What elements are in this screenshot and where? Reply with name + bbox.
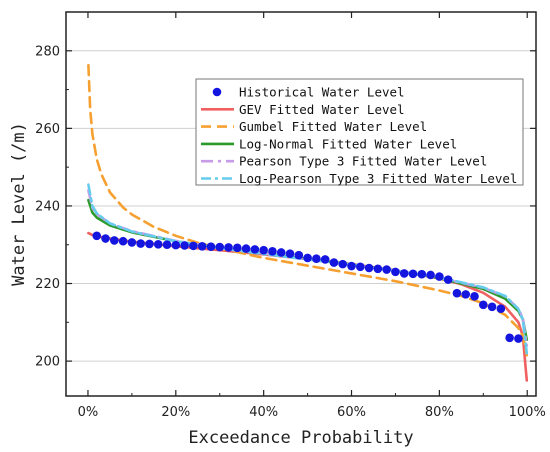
y-tick-label: 240 — [35, 199, 60, 214]
data-point — [162, 240, 172, 250]
data-point — [101, 234, 110, 243]
data-point — [408, 269, 418, 279]
data-point — [417, 269, 427, 279]
legend-label: Log-Pearson Type 3 Fitted Water Level — [239, 171, 517, 186]
x-tick-label: 0% — [78, 405, 99, 420]
y-tick-label: 260 — [35, 122, 60, 137]
data-point — [285, 249, 295, 258]
x-tick-label: 100% — [509, 405, 546, 420]
data-point — [250, 245, 260, 254]
data-point — [435, 272, 444, 281]
data-point — [180, 241, 189, 250]
data-point — [145, 239, 154, 249]
data-point — [215, 242, 225, 252]
data-point — [373, 264, 383, 274]
data-point — [478, 300, 488, 310]
data-point — [347, 261, 356, 271]
data-point — [92, 231, 102, 241]
data-point — [391, 267, 400, 277]
data-point — [399, 269, 409, 278]
data-point — [303, 253, 312, 263]
y-axis-title: Water Level (/m) — [9, 122, 29, 286]
data-point — [224, 243, 233, 252]
plot-series — [87, 63, 529, 382]
data-point — [487, 302, 497, 312]
data-point — [153, 240, 163, 249]
data-point — [110, 236, 119, 245]
data-point — [268, 247, 277, 256]
data-point — [206, 242, 216, 251]
x-tick-label: 20% — [161, 405, 190, 420]
legend-label: Gumbel Fitted Water Level — [239, 119, 427, 134]
x-tick-label: 60% — [337, 405, 366, 420]
data-point — [276, 248, 286, 257]
data-point — [241, 244, 251, 253]
data-point — [338, 259, 348, 269]
data-point — [259, 245, 268, 255]
y-tick-label: 220 — [35, 277, 60, 292]
axes: 200 220 240 260 280 0% 20% 40% 60% 80% 100% — [35, 11, 546, 420]
plot-frame — [65, 11, 537, 397]
data-point — [294, 250, 304, 260]
legend-box — [195, 78, 524, 186]
series-line-3 — [87, 198, 529, 342]
data-point — [452, 288, 462, 298]
data-point — [382, 265, 391, 274]
data-point — [426, 270, 435, 280]
data-point — [320, 255, 330, 264]
series-line-4 — [87, 189, 529, 347]
data-point — [514, 334, 523, 343]
legend: Historical Water Level GEV Fitted Water L… — [195, 78, 524, 186]
legend-label: GEV Fitted Water Level — [239, 102, 405, 117]
data-point — [118, 236, 128, 246]
data-point — [461, 290, 471, 299]
data-point — [189, 241, 198, 251]
data-point — [470, 292, 479, 301]
x-tick-label: 40% — [249, 405, 278, 420]
legend-marker — [212, 87, 222, 97]
y-tick-label: 200 — [35, 355, 60, 370]
series-line-5 — [87, 183, 529, 355]
data-point — [443, 275, 453, 284]
legend-label: Log-Normal Fitted Water Level — [239, 136, 457, 151]
x-tick-label: 80% — [425, 405, 454, 420]
data-point — [364, 263, 374, 273]
data-point — [197, 241, 207, 251]
data-point — [136, 239, 145, 248]
x-axis-title: Exceedance Probability — [188, 428, 413, 448]
data-point — [496, 304, 506, 314]
data-point — [127, 238, 137, 247]
data-point — [233, 243, 242, 253]
legend-label: Historical Water Level — [239, 85, 405, 100]
data-point — [505, 333, 514, 343]
y-tick-label: 280 — [35, 44, 60, 59]
legend-label: Pearson Type 3 Fitted Water Level — [239, 154, 487, 169]
data-point — [355, 262, 365, 272]
data-point — [171, 240, 181, 250]
data-point — [329, 258, 339, 267]
data-point — [312, 254, 321, 263]
